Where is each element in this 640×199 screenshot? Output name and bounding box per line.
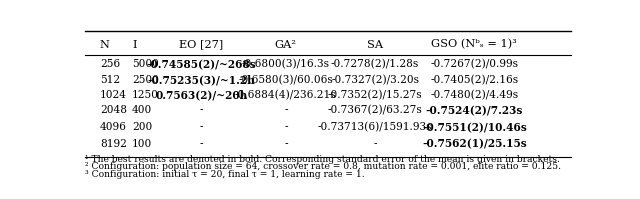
Text: -0.7267(2)/0.99s: -0.7267(2)/0.99s	[430, 59, 518, 70]
Text: -: -	[284, 139, 287, 149]
Text: -0.74585(2)/~268s: -0.74585(2)/~268s	[147, 59, 257, 70]
Text: 1024: 1024	[100, 90, 127, 100]
Text: -0.6580(3)/60.06s: -0.6580(3)/60.06s	[239, 75, 333, 85]
Text: 8192: 8192	[100, 139, 127, 149]
Text: -: -	[284, 122, 287, 132]
Text: -0.6884(4)/236.21s: -0.6884(4)/236.21s	[235, 90, 337, 100]
Text: ² Configuration: population size = 64, crossover rate = 0.8, mutation rate = 0.0: ² Configuration: population size = 64, c…	[85, 162, 561, 171]
Text: N: N	[100, 40, 109, 50]
Text: -0.6800(3)/16.3s: -0.6800(3)/16.3s	[242, 59, 330, 70]
Text: -0.7562(1)/25.15s: -0.7562(1)/25.15s	[422, 139, 527, 150]
Text: -0.73713(6)/1591.93s: -0.73713(6)/1591.93s	[318, 122, 433, 133]
Text: -: -	[284, 105, 287, 115]
Text: -0.7352(2)/15.27s: -0.7352(2)/15.27s	[328, 90, 422, 100]
Text: 4096: 4096	[100, 122, 127, 132]
Text: -0.7367(2)/63.27s: -0.7367(2)/63.27s	[328, 105, 422, 116]
Text: -0.7551(2)/10.46s: -0.7551(2)/10.46s	[422, 122, 527, 133]
Text: 256: 256	[100, 60, 120, 69]
Text: -0.7480(2)/4.49s: -0.7480(2)/4.49s	[430, 90, 518, 100]
Text: 400: 400	[132, 105, 152, 115]
Text: 2048: 2048	[100, 105, 127, 115]
Text: GSO (Nᵇₛ = 1)³: GSO (Nᵇₛ = 1)³	[431, 39, 517, 50]
Text: -: -	[373, 139, 377, 149]
Text: 5000: 5000	[132, 60, 159, 69]
Text: -0.7278(2)/1.28s: -0.7278(2)/1.28s	[331, 59, 419, 70]
Text: -: -	[200, 105, 204, 115]
Text: -: -	[200, 122, 204, 132]
Text: SA: SA	[367, 40, 383, 50]
Text: GA²: GA²	[275, 40, 297, 50]
Text: 1250: 1250	[132, 90, 159, 100]
Text: ¹ The best results are denoted in bold. Corresponding standard error of the mean: ¹ The best results are denoted in bold. …	[85, 155, 560, 164]
Text: -0.7524(2)/7.23s: -0.7524(2)/7.23s	[426, 105, 523, 116]
Text: -0.7405(2)/2.16s: -0.7405(2)/2.16s	[430, 75, 518, 85]
Text: 100: 100	[132, 139, 152, 149]
Text: 2500: 2500	[132, 75, 159, 85]
Text: ³ Configuration: initial τ = 20, final τ = 1, learning rate = 1.: ³ Configuration: initial τ = 20, final τ…	[85, 170, 365, 179]
Text: -0.75235(3)/~1.2h: -0.75235(3)/~1.2h	[148, 74, 255, 85]
Text: 0.7563(2)/~20h: 0.7563(2)/~20h	[156, 90, 248, 101]
Text: 512: 512	[100, 75, 120, 85]
Text: -: -	[200, 139, 204, 149]
Text: -0.7327(2)/3.20s: -0.7327(2)/3.20s	[331, 75, 419, 85]
Text: 200: 200	[132, 122, 152, 132]
Text: EO [27]: EO [27]	[179, 40, 223, 50]
Text: I: I	[132, 40, 136, 50]
